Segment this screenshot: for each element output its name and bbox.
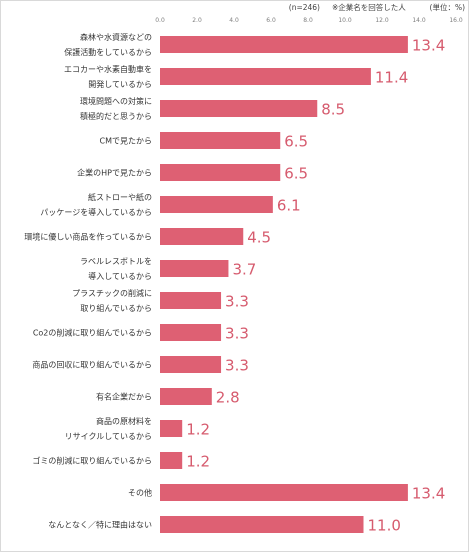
category-label: 商品の原材料を [96, 416, 152, 426]
bar [160, 164, 281, 181]
value-label: 2.8 [216, 389, 240, 407]
category-label: ラベルレスボトルを [80, 257, 152, 266]
x-axis-ticks: 0.0 2.0 4.0 6.0 8.0 10.0 12.0 14.0 16.0 [155, 17, 463, 24]
value-label: 1.2 [186, 421, 210, 439]
bar [160, 324, 222, 341]
value-label: 3.3 [225, 293, 249, 311]
bar [160, 388, 212, 405]
category-label: その他 [128, 488, 152, 498]
bar [160, 36, 408, 53]
value-label: 6.1 [277, 197, 301, 215]
category-label: 環境問題への対策に [80, 96, 152, 106]
bar [160, 292, 222, 309]
value-label: 13.4 [412, 37, 445, 55]
category-label: 商品の回収に取り組んでいるから [32, 360, 152, 370]
value-label: 3.7 [232, 261, 256, 279]
category-label: エコカーや水素自動車を [64, 64, 152, 74]
category-label: CMで見たから [100, 137, 153, 146]
value-label: 6.5 [284, 165, 308, 183]
category-label: なんとなく／特に理由はない [48, 520, 152, 530]
x-tick-label: 10.0 [338, 17, 352, 24]
x-tick-label: 12.0 [375, 17, 389, 24]
value-label: 11.4 [375, 69, 408, 87]
category-label: 取り組んでいるから [80, 303, 152, 313]
category-label: ゴミの削減に取り組んでいるから [32, 456, 152, 466]
respondent-note: ※企業名を回答した人 [332, 2, 406, 12]
category-label: パッケージを導入しているから [40, 207, 152, 217]
category-label: 有名企業だから [96, 392, 152, 402]
bar [160, 484, 408, 501]
value-label: 1.2 [186, 453, 210, 471]
bar [160, 260, 229, 277]
x-tick-label: 2.0 [192, 17, 202, 24]
category-label: 環境に優しい商品を作っているから [24, 232, 152, 242]
bar [160, 132, 281, 149]
bar [160, 356, 222, 373]
category-label: 積極的だと思うから [80, 111, 152, 121]
value-label: 6.5 [284, 133, 308, 151]
bar [160, 420, 183, 437]
x-tick-label: 6.0 [266, 17, 276, 24]
value-label: 3.3 [225, 357, 249, 375]
category-label: 森林や水資源などの [80, 32, 152, 42]
x-tick-label: 0.0 [155, 17, 165, 24]
unit-label: (単位：%) [430, 2, 466, 12]
category-label: 企業のHPで見たから [77, 168, 152, 178]
bar [160, 100, 318, 117]
bar [160, 196, 273, 213]
sample-size-label: (n=246) [289, 3, 320, 12]
category-label: 保護活動をしているから [64, 47, 152, 57]
value-label: 3.3 [225, 325, 249, 343]
category-label: 導入しているから [88, 271, 152, 281]
category-label: プラスチックの削減に [72, 288, 152, 298]
category-label: 開発しているから [88, 80, 152, 89]
x-tick-label: 4.0 [229, 17, 239, 24]
bar [160, 516, 364, 533]
bar [160, 452, 183, 469]
value-label: 8.5 [321, 101, 345, 119]
x-tick-label: 16.0 [449, 17, 463, 24]
x-tick-label: 14.0 [412, 17, 426, 24]
category-label: リサイクルしているから [65, 432, 152, 441]
value-label: 13.4 [412, 485, 445, 503]
category-label: 紙ストローや紙の [88, 192, 152, 202]
bar [160, 228, 244, 245]
value-label: 11.0 [368, 517, 401, 535]
category-label: Co2の削減に取り組んでいるから [33, 328, 152, 338]
bar [160, 68, 371, 85]
value-label: 4.5 [247, 229, 271, 247]
x-tick-label: 8.0 [303, 17, 313, 24]
